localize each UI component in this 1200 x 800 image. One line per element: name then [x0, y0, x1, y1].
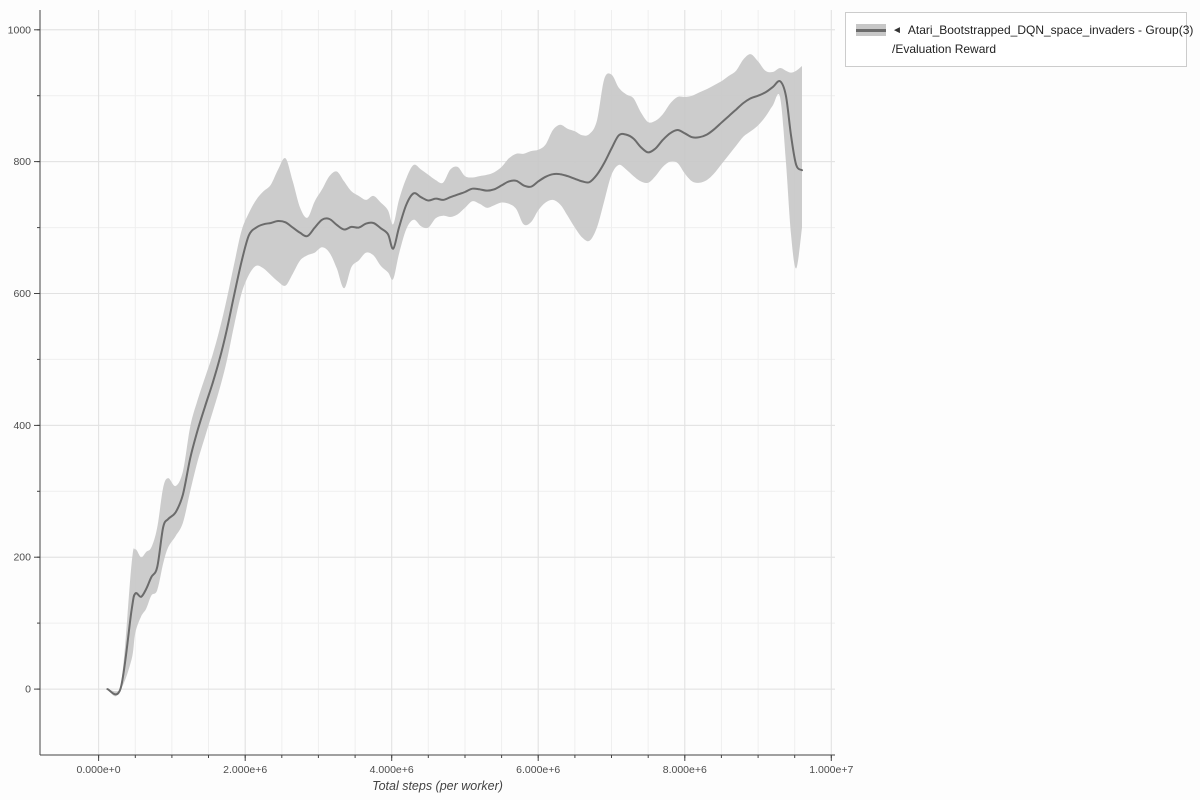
x-tick-label: 1.000e+7 — [809, 764, 853, 776]
legend: ◄ Atari_Bootstrapped_DQN_space_invaders … — [845, 12, 1193, 68]
x-tick-label: 0.000e+0 — [77, 764, 121, 776]
y-tick-label: 200 — [13, 552, 31, 564]
x-tick-label: 8.000e+6 — [663, 764, 707, 776]
x-tick-label: 2.000e+6 — [223, 764, 267, 776]
legend-band-swatch-icon — [856, 24, 886, 37]
x-tick-label: 4.000e+6 — [370, 764, 414, 776]
confidence-band — [107, 54, 802, 697]
legend-series-name: Atari_Bootstrapped_DQN_space_invaders - … — [907, 23, 1194, 37]
y-tick-label: 0 — [25, 684, 31, 696]
y-tick-label: 800 — [13, 156, 31, 168]
y-tick-label: 400 — [13, 420, 31, 432]
mean-line — [106, 80, 803, 696]
legend-item[interactable]: ◄ Atari_Bootstrapped_DQN_space_invaders … — [856, 21, 1193, 40]
x-axis-title: Total steps (per worker) — [372, 779, 503, 793]
y-tick-label: 1000 — [8, 24, 32, 36]
legend-metric: /Evaluation Reward — [892, 41, 997, 56]
y-tick-label: 600 — [13, 288, 31, 300]
legend-collapse-icon: ◄ — [892, 24, 902, 36]
x-tick-label: 6.000e+6 — [516, 764, 560, 776]
